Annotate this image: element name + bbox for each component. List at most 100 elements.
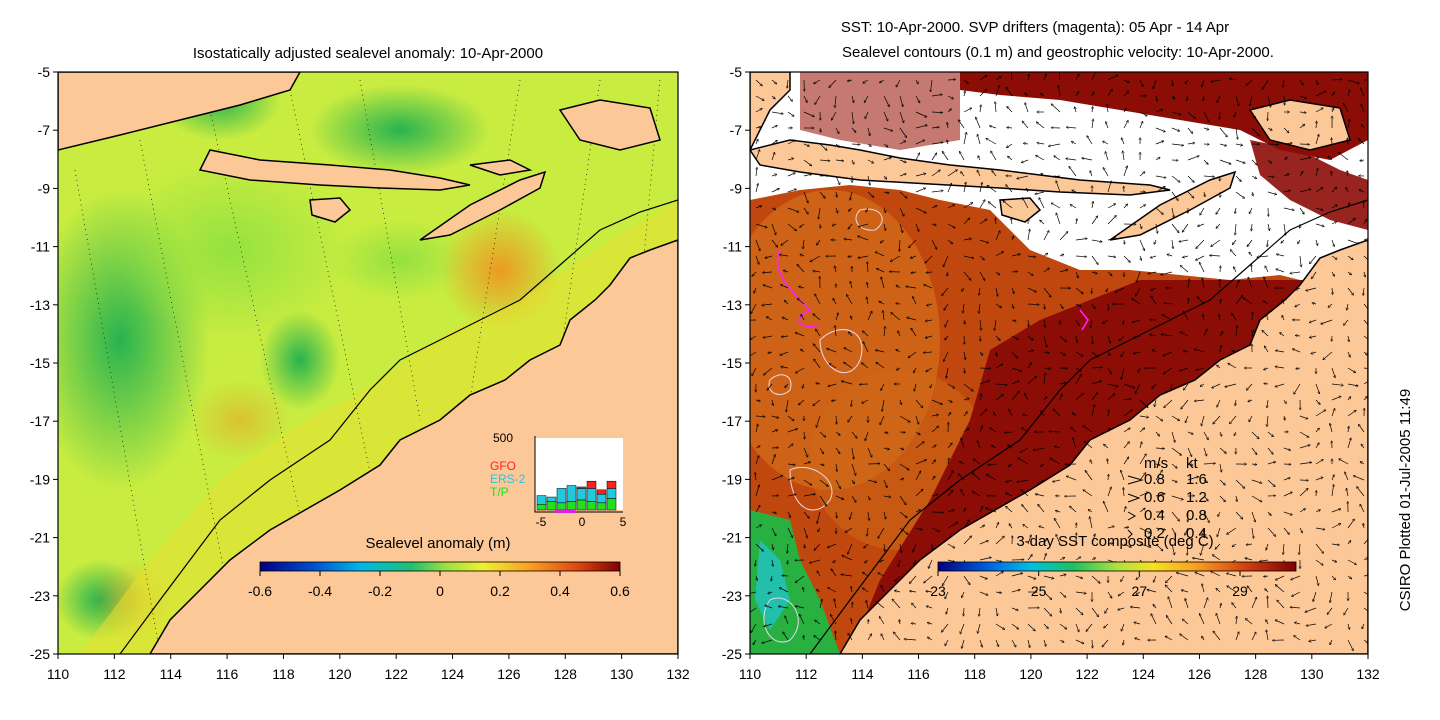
velocity-arrow	[763, 272, 773, 273]
right-colorbar	[937, 561, 1297, 572]
velocity-arrow	[1331, 79, 1342, 80]
velocity-arrow	[899, 223, 903, 233]
velocity-arrow	[947, 413, 951, 417]
velocity-arrow	[787, 223, 796, 231]
velocity-arrow	[995, 395, 1003, 401]
velocity-arrow	[803, 479, 812, 485]
velocity-arrow	[1360, 462, 1365, 465]
left-x-tick-label: 114	[160, 666, 183, 682]
velocity-arrow	[813, 399, 821, 406]
velocity-arrow	[979, 75, 987, 81]
velocity-arrow	[915, 125, 927, 129]
velocity-arrow	[978, 156, 981, 161]
velocity-arrow	[1092, 201, 1093, 209]
velocity-arrow	[1155, 207, 1163, 214]
velocity-arrow	[786, 399, 789, 412]
velocity-arrow	[849, 207, 853, 211]
velocity-arrow	[1363, 380, 1368, 385]
velocity-arrow	[867, 143, 871, 146]
velocity-arrow	[802, 383, 804, 388]
velocity-arrow	[752, 367, 757, 376]
velocity-arrow	[961, 172, 965, 177]
velocity-arrow	[1108, 303, 1109, 310]
velocity-arrow	[1251, 264, 1252, 273]
velocity-arrow	[931, 224, 936, 225]
velocity-arrow	[1107, 271, 1112, 276]
velocity-arrow	[1075, 367, 1081, 371]
velocity-arrow	[1339, 459, 1349, 465]
velocity-arrow	[947, 239, 953, 244]
velocity-arrow	[787, 79, 788, 88]
velocity-arrow	[1220, 463, 1221, 472]
velocity-arrow	[867, 191, 874, 197]
velocity-arrow	[1203, 176, 1214, 177]
velocity-arrow	[851, 463, 856, 475]
velocity-arrow	[896, 79, 901, 87]
velocity-arrow	[963, 79, 968, 83]
velocity-arrow	[964, 351, 965, 360]
velocity-arrow	[915, 111, 927, 117]
velocity-arrow	[979, 351, 983, 355]
velocity-arrow	[1347, 171, 1348, 177]
velocity-arrow	[1315, 399, 1320, 404]
velocity-arrow	[947, 122, 948, 129]
velocity-arrow	[1321, 319, 1333, 324]
velocity-arrow	[1347, 271, 1351, 275]
velocity-arrow	[1054, 156, 1061, 161]
velocity-arrow	[979, 200, 985, 209]
shelf-isobath-right	[809, 199, 1368, 654]
velocity-arrow	[1155, 127, 1165, 132]
left-y-tick-label: -13	[30, 297, 50, 313]
velocity-arrow	[1107, 75, 1118, 81]
velocity-arrow	[1184, 351, 1189, 353]
velocity-arrow	[879, 301, 885, 305]
left-y-tick-label: -21	[30, 530, 50, 546]
velocity-arrow	[881, 277, 885, 289]
velocity-arrow	[883, 463, 890, 471]
velocity-arrow	[1090, 171, 1093, 177]
velocity-arrow	[931, 512, 944, 513]
velocity-arrow	[1123, 151, 1124, 161]
velocity-arrow	[1252, 312, 1253, 321]
velocity-arrow	[836, 207, 838, 213]
velocity-arrow	[1026, 188, 1028, 193]
shelf-isobath	[119, 199, 678, 654]
velocity-arrow	[1347, 90, 1350, 97]
velocity-arrow	[851, 447, 854, 459]
velocity-arrow	[850, 281, 853, 289]
velocity-arrow	[1347, 303, 1348, 310]
right-y-tick-label: -9	[730, 180, 743, 196]
velocity-arrow	[1103, 168, 1109, 177]
velocity-arrow	[1196, 239, 1205, 249]
velocity-arrow	[1283, 447, 1291, 450]
velocity-arrow	[1091, 319, 1093, 328]
velocity-arrow	[1203, 463, 1215, 464]
velocity-arrow	[1072, 190, 1077, 192]
velocity-arrow	[1139, 172, 1145, 177]
velocity-arrow	[1299, 112, 1306, 113]
velocity-arrow	[931, 112, 943, 113]
velocity-arrow	[1155, 431, 1159, 436]
velocity-arrow	[771, 79, 777, 84]
velocity-arrow	[1092, 639, 1093, 648]
right-x-tick-label: 112	[795, 666, 818, 682]
velocity-arrow	[1022, 428, 1029, 433]
left-x-tick-label: 132	[666, 666, 690, 682]
geostrophic-velocity-arrows	[750, 72, 1368, 651]
velocity-arrow	[1153, 79, 1157, 89]
velocity-arrow	[947, 109, 951, 113]
velocity-arrow	[880, 239, 885, 243]
velocity-arrow	[797, 265, 805, 273]
velocity-arrow	[1275, 383, 1285, 387]
velocity-arrow	[1084, 441, 1093, 449]
velocity-arrow	[1235, 296, 1243, 305]
velocity-arrow	[948, 458, 949, 465]
velocity-arrow	[1347, 383, 1358, 386]
right-y-tick-label: -13	[722, 297, 742, 313]
velocity-arrow	[1234, 267, 1237, 273]
velocity-arrow	[1265, 266, 1269, 273]
velocity-arrow	[1220, 299, 1221, 305]
velocity-arrow	[814, 359, 821, 369]
velocity-arrow	[1315, 168, 1318, 177]
velocity-arrow	[947, 471, 953, 481]
